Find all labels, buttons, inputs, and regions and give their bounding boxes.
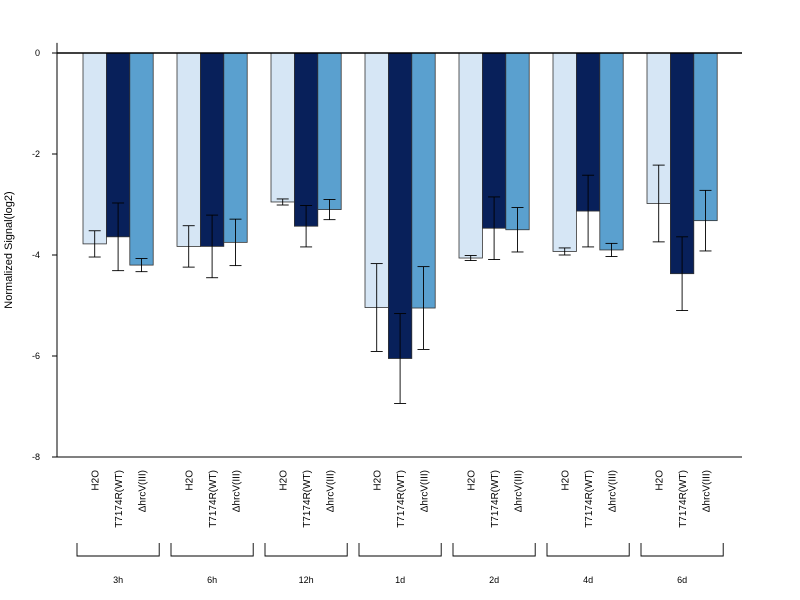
- bar: [293, 52, 319, 227]
- y-axis-label: Normalized Signal(log2): [3, 191, 15, 308]
- bar: [270, 52, 295, 203]
- treatment-label: ΔhrcV(III): [232, 470, 243, 512]
- treatment-label: H2O: [373, 470, 384, 491]
- treatment-label: ΔhrcV(III): [702, 470, 713, 512]
- treatment-label: H2O: [185, 470, 196, 491]
- bars: [57, 52, 742, 404]
- group-label: 3h: [113, 575, 123, 585]
- y-tick-label: 0: [35, 48, 40, 58]
- y-tick-label: -4: [32, 250, 40, 260]
- bar: [458, 52, 483, 259]
- group-bracket: [358, 543, 442, 557]
- treatment-label: H2O: [561, 470, 572, 491]
- bar: [505, 52, 530, 231]
- group-label: 6d: [677, 575, 687, 585]
- group-bracket: [264, 543, 348, 557]
- bar: [387, 52, 413, 359]
- group-label: 4d: [583, 575, 593, 585]
- treatment-label: ΔhrcV(III): [420, 470, 431, 512]
- treatment-label: T7174R(WT): [396, 470, 407, 528]
- treatment-label: H2O: [279, 470, 290, 491]
- bar: [129, 52, 154, 266]
- treatment-label: T7174R(WT): [302, 470, 313, 528]
- bar: [176, 52, 201, 247]
- treatment-label: T7174R(WT): [490, 470, 501, 528]
- group-bracket: [452, 543, 536, 557]
- group-label: 6h: [207, 575, 217, 585]
- treatment-label: ΔhrcV(III): [138, 470, 149, 512]
- treatment-label: T7174R(WT): [114, 470, 125, 528]
- y-tick-label: -6: [32, 351, 40, 361]
- group-bracket: [170, 543, 254, 557]
- treatment-label: H2O: [655, 470, 666, 491]
- group-label: 2d: [489, 575, 499, 585]
- treatment-label: ΔhrcV(III): [514, 470, 525, 512]
- bar: [82, 52, 107, 245]
- category-labels: H2O T7174R(WT) ΔhrcV(III) 3h H2O T7174R(WT) Δh…: [76, 470, 724, 585]
- treatment-label: ΔhrcV(III): [608, 470, 619, 512]
- treatment-label: ΔhrcV(III): [326, 470, 337, 512]
- treatment-label: H2O: [91, 470, 102, 491]
- treatment-label: H2O: [467, 470, 478, 491]
- y-tick-label: -2: [32, 149, 40, 159]
- group-label: 1d: [395, 575, 405, 585]
- bar: [599, 52, 624, 251]
- group-bracket: [640, 543, 724, 557]
- bar: [552, 52, 577, 252]
- treatment-label: T7174R(WT): [208, 470, 219, 528]
- treatment-label: T7174R(WT): [678, 470, 689, 528]
- group-label: 12h: [299, 575, 314, 585]
- bar: [317, 52, 342, 210]
- y-axis: 0 -2 -4 -6 -8: [32, 42, 742, 462]
- group-bracket: [76, 543, 160, 557]
- bar: [223, 52, 248, 243]
- y-tick-label: -8: [32, 452, 40, 462]
- treatment-label: T7174R(WT): [584, 470, 595, 528]
- group-bracket: [546, 543, 630, 557]
